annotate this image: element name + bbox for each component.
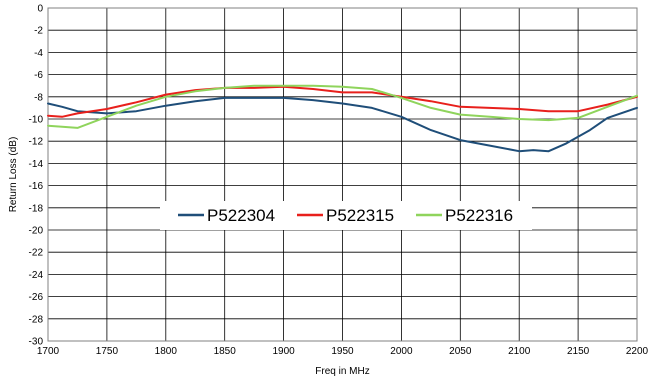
x-tick-label: 1950	[331, 346, 354, 357]
legend-label-P522316: P522316	[445, 206, 513, 225]
grid	[47, 7, 638, 342]
x-axis-title: Freq in MHz	[315, 366, 369, 377]
y-axis-title: Return Loss (dB)	[8, 137, 19, 213]
plot-area	[47, 7, 638, 342]
x-tick-label: 1700	[37, 346, 60, 357]
x-tick-label: 1750	[96, 346, 119, 357]
y-tick-label: -16	[29, 181, 44, 192]
y-tick-label: -24	[29, 270, 44, 281]
x-tick-label: 1900	[272, 346, 295, 357]
x-tick-label: 2200	[626, 346, 649, 357]
legend: P522304 P522315 P522316	[160, 201, 532, 230]
series-line-P522315	[47, 85, 638, 118]
y-tick-label: -2	[34, 26, 43, 37]
legend-label-P522315: P522315	[326, 206, 394, 225]
y-tick-label: -12	[29, 137, 44, 148]
y-tick-label: -6	[34, 70, 43, 81]
y-tick-label: -8	[34, 92, 43, 103]
y-tick-label: -18	[29, 203, 44, 214]
series-line-P522304	[47, 96, 638, 153]
y-tick-label: -22	[29, 248, 44, 259]
y-axis-ticks: 0 -2 -4 -6 -8 -10 -12 -14 -16 -18 -20 -22 -24 -26 -28 -…	[29, 4, 44, 348]
x-axis-ticks: 1700 1750 1800 1850 1900 1950 2000 2050 2100 2150…	[37, 346, 649, 357]
y-tick-label: -28	[29, 314, 44, 325]
y-tick-label: -14	[29, 159, 44, 170]
legend-label-P522304: P522304	[207, 206, 275, 225]
y-tick-label: -30	[29, 337, 44, 348]
x-tick-label: 2150	[567, 346, 590, 357]
y-tick-label: -20	[29, 226, 44, 237]
x-tick-label: 2050	[449, 346, 472, 357]
x-tick-label: 1850	[214, 346, 237, 357]
y-tick-label: -26	[29, 292, 44, 303]
y-tick-label: 0	[37, 4, 43, 15]
y-tick-label: -10	[29, 115, 44, 126]
series-line-P522316	[47, 84, 638, 129]
x-tick-label: 1800	[155, 346, 178, 357]
y-tick-label: -4	[34, 48, 43, 59]
x-tick-label: 2100	[508, 346, 531, 357]
series-lines	[47, 84, 638, 153]
x-tick-label: 2000	[390, 346, 413, 357]
legend-box	[160, 201, 532, 230]
